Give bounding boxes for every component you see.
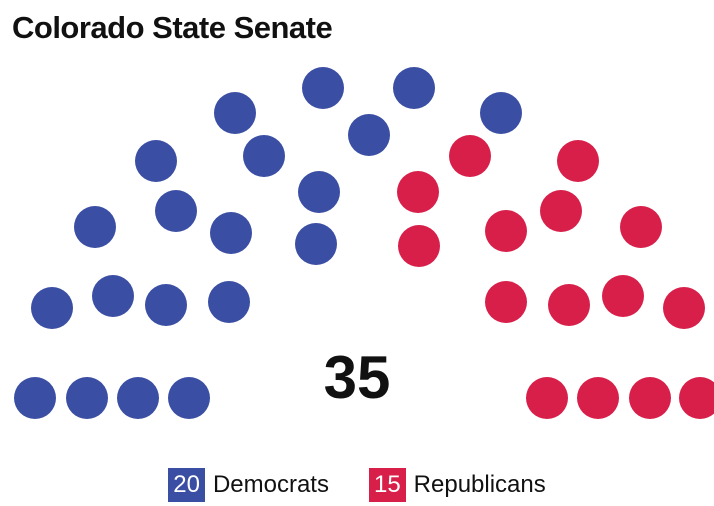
seat-democrats-20 — [480, 92, 522, 134]
seat-democrats-18 — [302, 67, 344, 109]
seat-democrats-11 — [210, 212, 252, 254]
legend-swatch-democrats: 20 — [168, 468, 205, 502]
legend-label-democrats: Democrats — [212, 471, 329, 498]
chart-title: Colorado State Senate — [12, 10, 333, 45]
seat-democrats-4 — [168, 377, 210, 419]
seat-republicans-5 — [540, 190, 582, 232]
seat-republicans-8 — [485, 281, 527, 323]
seat-democrats-5 — [31, 287, 73, 329]
seat-republicans-2 — [397, 171, 439, 213]
seat-democrats-9 — [74, 206, 116, 248]
seat-democrats-12 — [295, 223, 337, 265]
legend-swatch-republicans: 15 — [368, 468, 406, 502]
seat-democrats-7 — [145, 284, 187, 326]
total-seats: 35 — [323, 344, 391, 411]
seat-democrats-1 — [14, 377, 56, 419]
seat-democrats-3 — [117, 377, 159, 419]
seat-democrats-8 — [208, 281, 250, 323]
seat-democrats-10 — [155, 190, 197, 232]
seat-republicans-9 — [548, 284, 590, 326]
legend-item-republicans: 15 Republicans — [368, 468, 546, 502]
seat-democrats-2 — [66, 377, 108, 419]
seat-republicans-3 — [398, 225, 440, 267]
legend: 20 Democrats 15 Republicans — [0, 468, 714, 502]
seat-republicans-14 — [629, 377, 671, 419]
seat-republicans-7 — [620, 206, 662, 248]
seat-republicans-1 — [449, 135, 491, 177]
seat-republicans-6 — [557, 140, 599, 182]
seat-democrats-17 — [348, 114, 390, 156]
legend-label-republicans: Republicans — [413, 471, 546, 498]
seat-republicans-15 — [679, 377, 714, 419]
seat-republicans-11 — [663, 287, 705, 329]
seat-democrats-14 — [243, 135, 285, 177]
seat-democrats-6 — [92, 275, 134, 317]
seat-republicans-12 — [526, 377, 568, 419]
seat-democrats-13 — [135, 140, 177, 182]
seat-democrats-19 — [393, 67, 435, 109]
seat-republicans-10 — [602, 275, 644, 317]
seat-democrats-16 — [214, 92, 256, 134]
seat-republicans-13 — [577, 377, 619, 419]
legend-item-democrats: 20 Democrats — [168, 468, 329, 502]
seat-republicans-4 — [485, 210, 527, 252]
seat-democrats-15 — [298, 171, 340, 213]
